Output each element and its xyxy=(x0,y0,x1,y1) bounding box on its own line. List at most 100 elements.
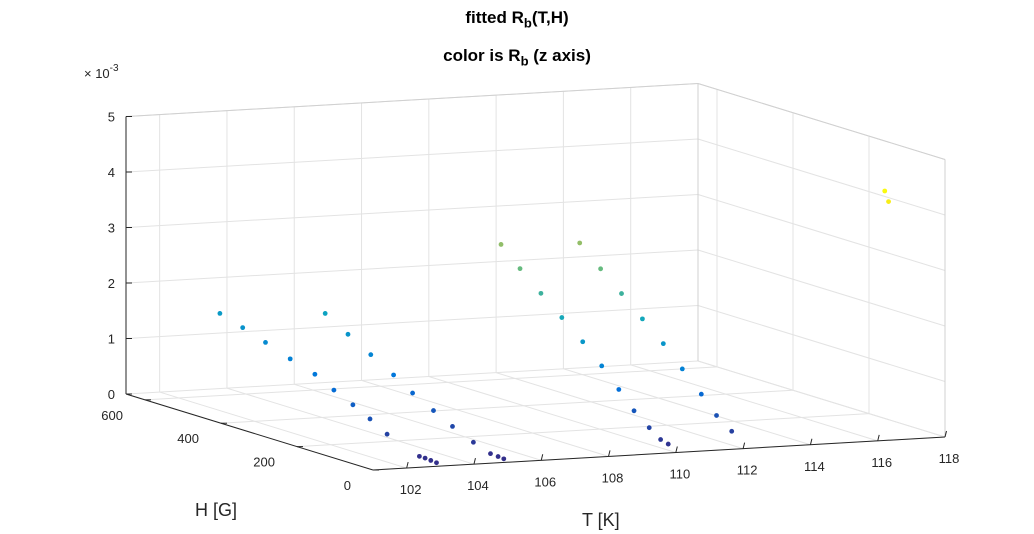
grid-line xyxy=(144,366,718,401)
data-points xyxy=(217,188,891,466)
grid-line xyxy=(294,383,542,461)
z-tick-label: 2 xyxy=(108,276,115,291)
data-point xyxy=(599,363,605,369)
y-axis-label: H [G] xyxy=(195,500,237,520)
x-axis-label: T [K] xyxy=(582,510,620,530)
data-point xyxy=(350,402,356,408)
x-tick-label: 106 xyxy=(534,474,556,489)
data-point xyxy=(698,391,704,397)
data-point xyxy=(660,341,666,347)
data-point xyxy=(263,340,268,345)
data-point xyxy=(619,291,624,296)
data-point xyxy=(331,387,337,393)
box-edge xyxy=(125,83,699,117)
data-point xyxy=(367,416,373,422)
data-point xyxy=(714,413,719,418)
grid-line xyxy=(159,391,407,469)
data-point xyxy=(384,431,390,437)
data-point xyxy=(498,242,504,247)
grid-line xyxy=(495,372,744,450)
grid-line xyxy=(697,138,946,216)
y-tick-label: 200 xyxy=(253,455,275,470)
x-tick xyxy=(608,450,611,457)
data-point xyxy=(312,371,318,377)
data-point xyxy=(559,315,565,320)
grid-line xyxy=(125,138,699,173)
data-point xyxy=(577,240,583,246)
x-tick xyxy=(944,430,947,438)
z-tick-label: 0 xyxy=(108,387,115,402)
axis-lines xyxy=(125,116,946,471)
data-point xyxy=(580,339,586,345)
x-tick xyxy=(742,442,746,449)
x-tick xyxy=(809,438,813,445)
grid-line xyxy=(697,194,946,271)
data-point xyxy=(729,428,735,434)
grid-line xyxy=(630,364,878,442)
data-point xyxy=(416,453,422,459)
data-point xyxy=(646,425,652,431)
x-axis-line xyxy=(372,436,946,471)
grid-line xyxy=(563,368,811,446)
data-point xyxy=(640,316,645,322)
x-tick-label: 102 xyxy=(400,482,422,497)
data-point xyxy=(631,408,637,414)
data-point xyxy=(616,387,622,392)
data-point xyxy=(679,366,685,372)
tick-labels: 102 104 106 108 110 112 114 116 118 0 200 400 600 0 1 2… xyxy=(101,110,959,498)
data-point xyxy=(598,266,604,272)
data-point xyxy=(287,356,293,362)
y-axis-line xyxy=(125,393,374,471)
data-point xyxy=(501,456,507,462)
data-point xyxy=(488,451,493,457)
grid-line xyxy=(226,387,475,465)
data-point xyxy=(470,439,476,445)
data-point xyxy=(665,441,671,447)
y-tick-label: 0 xyxy=(344,478,351,493)
x-tick xyxy=(540,454,544,461)
x-tick-label: 112 xyxy=(737,463,758,478)
x-tick-label: 114 xyxy=(804,459,825,474)
data-point xyxy=(495,454,501,459)
data-point xyxy=(217,310,223,316)
x-tick-label: 108 xyxy=(602,470,624,485)
data-point xyxy=(882,188,888,194)
data-point xyxy=(322,311,328,316)
box-edge xyxy=(697,83,946,160)
data-point xyxy=(410,390,415,396)
grid-line xyxy=(220,389,794,424)
data-point xyxy=(886,199,891,205)
grid-line xyxy=(296,413,870,448)
data-point xyxy=(391,372,396,378)
grid-line xyxy=(125,249,699,284)
grid-line xyxy=(428,376,676,454)
grid-line xyxy=(697,305,946,382)
grid-line xyxy=(125,360,699,395)
data-point xyxy=(538,290,544,296)
grid-line xyxy=(125,194,699,228)
data-point xyxy=(368,352,374,358)
grid-line xyxy=(697,249,946,327)
grid-line xyxy=(361,379,609,457)
x-tick-label: 104 xyxy=(467,478,489,493)
data-point xyxy=(434,460,439,466)
z-exponent-label: × 10-3 xyxy=(84,63,119,81)
x-tick-label: 118 xyxy=(939,451,960,466)
x-tick xyxy=(877,434,880,442)
grid-line xyxy=(697,360,946,438)
data-point xyxy=(422,455,428,461)
data-point xyxy=(345,331,351,337)
data-point xyxy=(428,458,434,463)
x-tick-label: 110 xyxy=(669,467,690,482)
x-tick xyxy=(406,461,409,469)
grid-line xyxy=(125,305,699,339)
data-point xyxy=(431,408,436,413)
data-point xyxy=(517,266,523,272)
x-tick-label: 116 xyxy=(871,455,892,470)
z-tick-label: 3 xyxy=(108,221,115,236)
grid-lines xyxy=(125,83,946,471)
y-tick-label: 600 xyxy=(101,408,123,423)
z-tick-label: 5 xyxy=(108,110,115,125)
x-tick xyxy=(473,458,476,465)
